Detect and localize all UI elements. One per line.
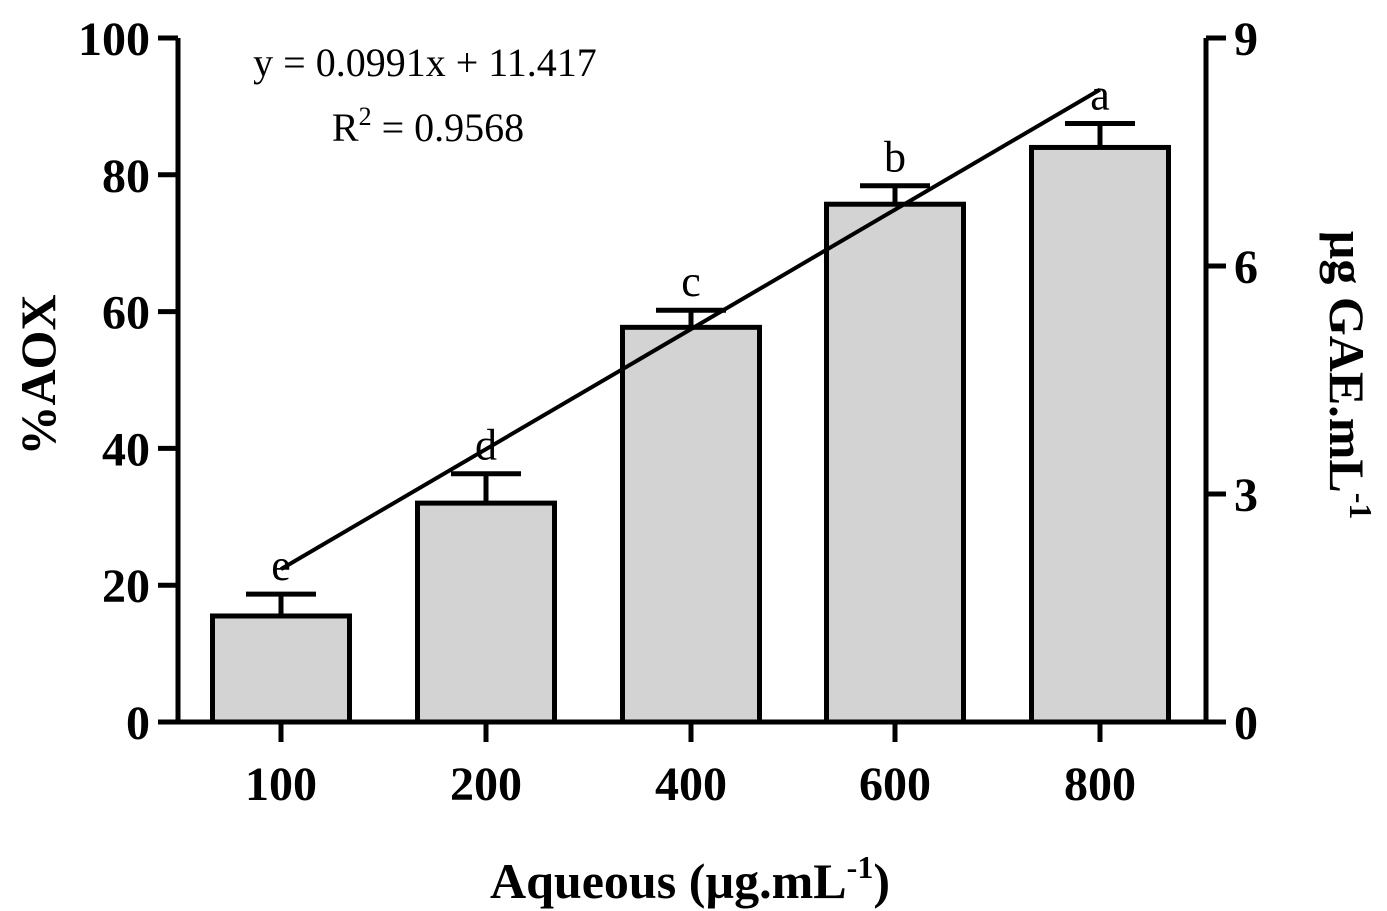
- y-tick-label-0: 0: [126, 697, 150, 750]
- y-tick-label-60: 60: [102, 287, 150, 340]
- significance-letter-c: c: [681, 257, 701, 306]
- y-axis-label: %AOX: [10, 294, 66, 455]
- trendline: [279, 87, 1102, 571]
- significance-letter-e: e: [271, 541, 291, 590]
- bar-600: [824, 201, 966, 725]
- y2-tick-label-3: 3: [1234, 469, 1258, 522]
- y-tick-label-20: 20: [102, 560, 150, 613]
- y2-tick-label-6: 6: [1234, 241, 1258, 294]
- significance-letter-d: d: [475, 421, 497, 470]
- x-tick-label-800: 800: [1064, 758, 1136, 811]
- bar-200: [415, 500, 557, 725]
- bar-100: [210, 613, 352, 725]
- significance-letter-a: a: [1090, 71, 1110, 120]
- y-tick-label-100: 100: [78, 13, 150, 66]
- bars-group: [210, 144, 1171, 725]
- trendline-equation: y = 0.0991x + 11.417: [253, 40, 597, 85]
- trendline-group: [279, 87, 1102, 571]
- trendline-r-squared: R2 = 0.9568: [332, 102, 524, 150]
- x-tick-label-200: 200: [450, 758, 522, 811]
- x-tick-label-100: 100: [245, 758, 317, 811]
- bar-800: [1029, 144, 1171, 725]
- y2-tick-label-9: 9: [1234, 13, 1258, 66]
- y-tick-label-80: 80: [102, 150, 150, 203]
- x-tick-label-400: 400: [655, 758, 727, 811]
- x-axis-label: Aqueous (µg.mL-1): [490, 849, 890, 909]
- axes-group: 0 20 40 60 80 100 0 3 6 9 100 200 400 600 800: [78, 13, 1258, 811]
- x-tick-label-600: 600: [859, 758, 931, 811]
- significance-letters-group: e d c b a: [271, 71, 1110, 591]
- error-bars-group: [246, 121, 1135, 616]
- y-tick-label-40: 40: [102, 423, 150, 476]
- significance-letter-b: b: [884, 133, 906, 182]
- y2-tick-label-0: 0: [1234, 697, 1258, 750]
- y2-axis-label: µg GAE.mL-1: [1319, 231, 1379, 520]
- bar-400: [620, 324, 762, 725]
